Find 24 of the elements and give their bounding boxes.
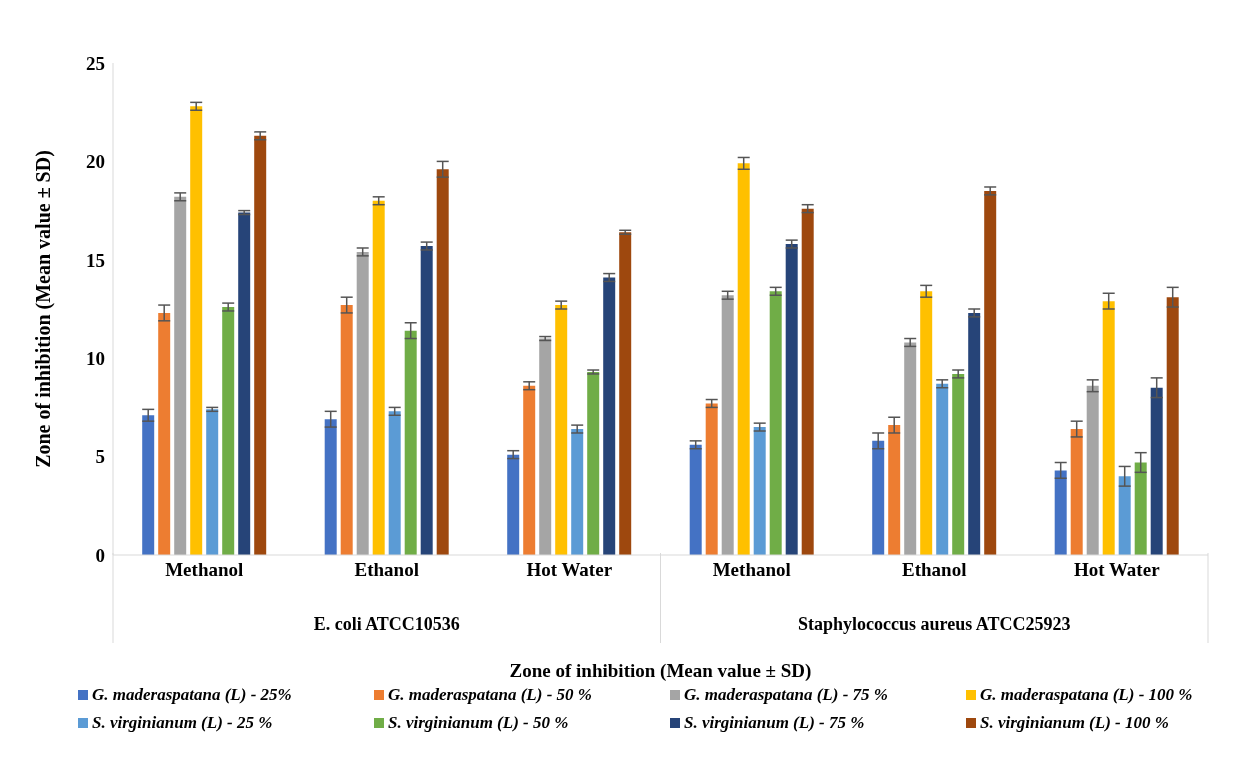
x-tick-label: Methanol — [712, 559, 791, 581]
x-tick-label: Hot Water — [1073, 559, 1161, 581]
y-tick-label: 5 — [95, 446, 105, 468]
text: Staphylococcus aureus ATCC25923 — [798, 614, 1071, 634]
y-tick-label: 25 — [86, 52, 105, 74]
legend-label: S. virginianum (L) - 75 % — [684, 713, 865, 733]
y-axis-title: Zone of inhibition (Mean value ± SD) — [32, 150, 56, 468]
legend-label: G. maderaspatana (L) - 100 % — [980, 685, 1193, 705]
x-tick-label: Methanol — [165, 559, 244, 581]
y-tick-label: 20 — [86, 151, 105, 173]
y-tick-label: 15 — [86, 249, 105, 271]
legend-label: S. virginianum (L) - 50 % — [388, 713, 569, 733]
x-axis-title: Zone of inhibition (Mean value ± SD) — [509, 660, 812, 682]
y-tick-label: 0 — [95, 544, 105, 566]
text: E. coli ATCC10536 — [313, 614, 460, 634]
legend-label: G. maderaspatana (L) - 25% — [92, 685, 292, 705]
x-tick-label: Ethanol — [902, 559, 967, 581]
y-tick-label: 10 — [86, 347, 105, 369]
legend-label: S. virginianum (L) - 25 % — [92, 713, 273, 733]
x-tick-label: Ethanol — [354, 559, 419, 581]
legend-label: G. maderaspatana (L) - 50 % — [388, 685, 592, 705]
legend-label: S. virginianum (L) - 100 % — [980, 713, 1169, 733]
x-tick-label: Hot Water — [526, 559, 613, 581]
legend-label: G. maderaspatana (L) - 75 % — [684, 685, 888, 705]
